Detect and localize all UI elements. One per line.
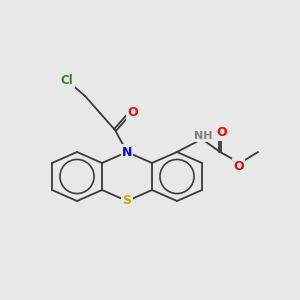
Text: Cl: Cl: [61, 74, 74, 86]
Text: S: S: [122, 194, 131, 208]
Text: NH: NH: [194, 131, 213, 141]
Text: O: O: [233, 160, 244, 172]
Text: O: O: [216, 127, 227, 140]
Text: N: N: [122, 146, 132, 158]
Text: O: O: [127, 106, 138, 119]
